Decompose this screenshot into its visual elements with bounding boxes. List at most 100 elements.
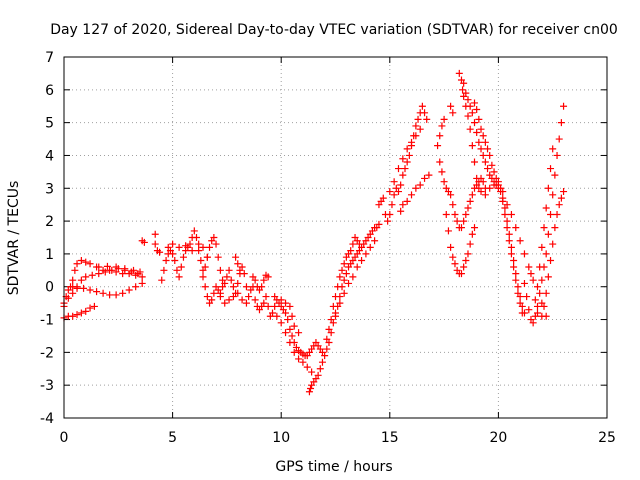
data-point — [264, 273, 272, 281]
data-point — [557, 194, 565, 202]
data-point — [234, 279, 242, 287]
y-tick-label: 2 — [45, 214, 54, 230]
data-point — [151, 230, 159, 238]
data-point — [421, 109, 429, 117]
data-point — [201, 263, 209, 271]
data-point — [77, 256, 85, 264]
y-tick-label: 5 — [45, 116, 54, 132]
data-point — [282, 299, 290, 307]
data-point — [245, 293, 253, 301]
data-point — [471, 99, 479, 107]
y-tick-label: -4 — [40, 411, 54, 427]
data-point — [466, 102, 474, 110]
data-point — [529, 319, 537, 327]
data-point — [88, 271, 96, 279]
data-point — [484, 165, 492, 173]
data-point — [112, 291, 120, 299]
data-point — [399, 171, 407, 179]
data-point — [190, 227, 198, 235]
data-point — [544, 184, 552, 192]
data-point — [71, 266, 79, 274]
data-point — [73, 260, 81, 268]
data-point — [138, 273, 146, 281]
data-point — [82, 273, 90, 281]
data-point — [499, 197, 507, 205]
data-point — [251, 296, 259, 304]
data-point — [440, 178, 448, 186]
data-point — [119, 289, 127, 297]
y-axis-label: SDTVAR / TECUs — [6, 181, 22, 296]
data-point — [260, 299, 268, 307]
data-point — [238, 296, 246, 304]
y-tick-label: -2 — [40, 345, 54, 361]
data-point — [258, 283, 266, 291]
data-point — [425, 171, 433, 179]
data-point — [323, 335, 331, 343]
data-point — [488, 161, 496, 169]
data-point — [520, 279, 528, 287]
data-point — [479, 132, 487, 140]
y-tick-label: 6 — [45, 83, 54, 99]
data-point — [95, 270, 103, 278]
data-point — [162, 256, 170, 264]
data-point — [386, 211, 394, 219]
data-point — [349, 273, 357, 281]
data-point — [336, 273, 344, 281]
data-point — [203, 293, 211, 301]
data-point — [286, 325, 294, 333]
data-point — [99, 289, 107, 297]
data-point — [462, 89, 470, 97]
data-point — [416, 181, 424, 189]
data-point — [473, 128, 481, 136]
y-tick-label: 0 — [45, 280, 54, 296]
data-point — [549, 145, 557, 153]
x-tick-label: 25 — [598, 430, 616, 446]
data-point — [464, 250, 472, 258]
data-point — [475, 115, 483, 123]
data-point — [223, 273, 231, 281]
data-point — [412, 132, 420, 140]
data-point — [505, 237, 513, 245]
data-point — [518, 309, 526, 317]
data-point — [82, 307, 90, 315]
data-point — [90, 302, 98, 310]
data-point — [216, 266, 224, 274]
data-point — [499, 188, 507, 196]
data-point — [164, 243, 172, 251]
data-point — [542, 289, 550, 297]
data-point — [221, 299, 229, 307]
data-point — [477, 145, 485, 153]
data-point — [73, 311, 81, 319]
data-point — [449, 253, 457, 261]
data-point — [544, 273, 552, 281]
data-point — [77, 309, 85, 317]
data-point — [288, 312, 296, 320]
data-point — [64, 294, 72, 302]
data-point — [69, 289, 77, 297]
data-point — [408, 191, 416, 199]
data-point — [80, 284, 88, 292]
data-point — [175, 243, 183, 251]
data-point — [210, 234, 218, 241]
data-point — [405, 151, 413, 159]
data-point — [136, 268, 144, 276]
data-point — [69, 283, 77, 291]
data-point — [77, 276, 85, 284]
data-point — [464, 204, 472, 212]
data-point — [466, 125, 474, 133]
data-point — [73, 284, 81, 292]
data-point — [206, 243, 214, 251]
data-point — [412, 184, 420, 192]
data-point — [375, 220, 383, 228]
data-point — [533, 302, 541, 310]
data-point — [547, 211, 555, 219]
data-point — [338, 266, 346, 274]
data-point — [316, 365, 324, 373]
data-point — [536, 263, 544, 271]
data-point — [547, 256, 555, 264]
data-point — [277, 319, 285, 327]
data-point — [112, 263, 120, 271]
data-point — [549, 191, 557, 199]
data-point — [538, 299, 546, 307]
data-point — [525, 306, 533, 314]
